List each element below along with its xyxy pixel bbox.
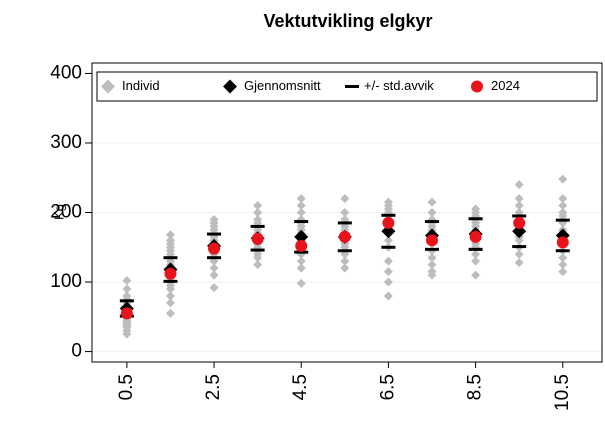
chart-title: Vektutvikling elgkyr xyxy=(263,11,432,31)
individual-point xyxy=(558,174,568,184)
individual-point xyxy=(383,235,393,245)
legend-marker xyxy=(223,79,237,94)
legend-label: +/- std.avvik xyxy=(364,78,434,93)
plot-frame xyxy=(91,62,603,363)
individual-point xyxy=(514,249,524,259)
individual-point xyxy=(296,194,306,204)
individual-point xyxy=(383,277,393,287)
individual-point xyxy=(427,197,437,207)
individual-point xyxy=(209,270,219,280)
individual-point xyxy=(122,284,132,294)
individual-point xyxy=(209,263,219,273)
individual-point xyxy=(471,204,481,214)
individual-point xyxy=(165,308,175,318)
individual-point xyxy=(558,253,568,263)
point-2024 xyxy=(426,234,438,247)
individual-point xyxy=(296,263,306,273)
individual-point xyxy=(471,270,481,280)
x-tick-label: 8.5 xyxy=(465,374,486,400)
legend-label: 2024 xyxy=(491,78,520,93)
point-2024 xyxy=(513,216,526,229)
individual-point xyxy=(209,283,219,293)
individual-point xyxy=(471,249,481,259)
individual-point xyxy=(558,194,568,204)
y-tick-label: 300 xyxy=(50,132,82,153)
y-axis-label: Kg xyxy=(51,204,66,220)
individual-point xyxy=(383,197,393,207)
individual-point xyxy=(340,263,350,273)
x-tick-label: 6.5 xyxy=(377,374,398,400)
individual-point xyxy=(558,260,568,270)
point-2024 xyxy=(338,230,351,243)
individual-point xyxy=(558,267,568,277)
point-2024 xyxy=(295,239,308,252)
point-2024 xyxy=(469,230,482,243)
point-2024 xyxy=(208,242,221,255)
individual-point xyxy=(558,208,568,217)
individual-point xyxy=(253,214,263,224)
individual-point xyxy=(165,235,175,245)
individual-point xyxy=(558,201,568,211)
individual-point xyxy=(514,180,524,190)
individual-point xyxy=(165,291,175,301)
y-tick-label: 0 xyxy=(71,341,82,362)
individual-point xyxy=(427,253,437,263)
individual-point xyxy=(340,194,350,204)
individual-point xyxy=(253,208,263,217)
point-2024 xyxy=(120,307,133,320)
individual-point xyxy=(165,298,175,308)
individual-point xyxy=(165,230,175,240)
point-2024 xyxy=(556,236,569,249)
individual-point xyxy=(383,256,393,266)
individual-point xyxy=(514,201,524,211)
individual-point xyxy=(514,258,524,268)
individual-point xyxy=(209,214,219,224)
individual-point xyxy=(296,208,306,217)
individual-point xyxy=(296,278,306,288)
individual-point xyxy=(427,267,437,277)
legend-marker xyxy=(101,79,115,94)
individual-point xyxy=(514,194,524,204)
individual-point xyxy=(427,208,437,217)
individual-point xyxy=(340,208,350,217)
mean-marker xyxy=(294,229,309,244)
y-tick-label: 100 xyxy=(50,271,82,292)
x-tick-label: 2.5 xyxy=(203,374,224,400)
y-tick-label: 200 xyxy=(50,202,82,223)
individual-point xyxy=(296,256,306,266)
point-2024 xyxy=(164,267,177,280)
x-tick-label: 10.5 xyxy=(552,374,573,411)
individual-point xyxy=(296,201,306,211)
individual-point xyxy=(122,276,132,286)
individual-point xyxy=(383,267,393,277)
individual-point xyxy=(253,201,263,211)
x-tick-label: 0.5 xyxy=(116,374,137,400)
individual-point xyxy=(383,291,393,301)
individual-point xyxy=(427,260,437,270)
individual-point xyxy=(340,256,350,266)
point-2024 xyxy=(382,216,395,229)
x-tick-label: 4.5 xyxy=(290,374,311,400)
individual-point xyxy=(253,260,263,270)
legend-label: Gjennomsnitt xyxy=(244,78,321,93)
point-2024 xyxy=(251,232,264,245)
y-tick-label: 400 xyxy=(50,62,82,83)
legend-label: Individ xyxy=(122,78,160,93)
individual-point xyxy=(471,256,481,266)
individual-point xyxy=(122,291,132,301)
legend-marker xyxy=(471,80,483,93)
